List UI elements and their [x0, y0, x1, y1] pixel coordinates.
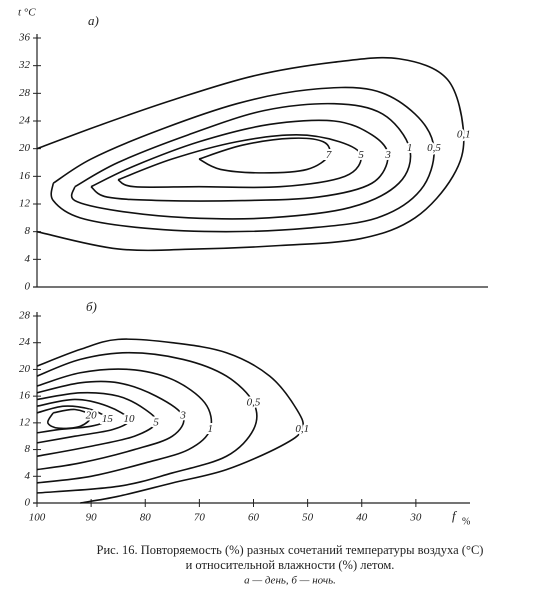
x-tick-label: 70	[194, 512, 206, 524]
contour-label: 0,5	[427, 142, 441, 154]
contour-label: 5	[358, 149, 364, 161]
y-tick-label: 4	[25, 470, 31, 482]
contour-line	[117, 134, 362, 189]
y-tick-label: 8	[25, 225, 31, 237]
x-tick-label: 100	[29, 512, 46, 524]
contour-line	[36, 351, 258, 494]
contour-label: 0,1	[295, 423, 309, 435]
contour-label: 10	[124, 413, 136, 425]
contour-line	[36, 368, 213, 484]
contour-label: 7	[326, 149, 332, 161]
contour-line	[36, 56, 465, 252]
x-axis-label: f	[452, 508, 458, 523]
y-tick-label: 8	[25, 443, 31, 455]
y-tick-label: 16	[19, 170, 31, 182]
y-axis-label: t °C	[18, 7, 36, 19]
contour-line	[36, 338, 305, 504]
panel-label: б)	[86, 299, 97, 314]
caption: Рис. 16. Повторяемость (%) разных сочета…	[97, 543, 484, 557]
x-tick-label: 40	[356, 512, 368, 524]
y-tick-label: 24	[19, 336, 31, 348]
contour-line	[50, 86, 435, 233]
y-tick-label: 28	[19, 87, 31, 99]
contour-line	[46, 408, 92, 430]
panel-label: а)	[88, 13, 99, 28]
contour-line	[36, 391, 158, 458]
y-tick-label: 12	[19, 198, 31, 210]
caption: и относительной влажности (%) летом.	[186, 558, 395, 572]
y-tick-label: 0	[25, 497, 31, 509]
contour-label: 5	[153, 416, 159, 428]
contour-label: 15	[102, 413, 114, 425]
contour-line	[70, 102, 412, 220]
y-tick-label: 0	[25, 281, 31, 293]
y-tick-label: 32	[18, 59, 31, 71]
x-tick-label: 90	[86, 512, 98, 524]
caption: а — день, б — ночь.	[244, 575, 336, 587]
y-tick-label: 36	[18, 32, 31, 44]
contour-line	[36, 380, 185, 471]
x-tick-label: 60	[248, 512, 260, 524]
contour-line	[36, 405, 109, 434]
contour-label: 3	[384, 149, 391, 161]
y-tick-label: 20	[19, 363, 31, 375]
contour-label: 0,1	[457, 128, 471, 140]
y-tick-label: 16	[19, 390, 31, 402]
y-tick-label: 12	[19, 416, 31, 428]
x-tick-label: 50	[302, 512, 314, 524]
x-axis-unit: %	[462, 516, 470, 527]
x-tick-label: 30	[409, 512, 422, 524]
contour-line	[90, 119, 389, 202]
y-tick-label: 24	[19, 115, 31, 127]
contour-line	[198, 137, 331, 174]
y-tick-label: 28	[19, 310, 31, 322]
x-tick-label: 80	[140, 512, 152, 524]
contour-label: 0,5	[247, 396, 261, 408]
contour-line	[36, 398, 130, 444]
y-tick-label: 20	[19, 142, 31, 154]
y-tick-label: 4	[25, 253, 31, 265]
contour-label: 1	[407, 142, 413, 154]
contour-label: 3	[179, 410, 186, 422]
contour-label: 20	[86, 410, 98, 422]
contour-label: 1	[207, 423, 213, 435]
